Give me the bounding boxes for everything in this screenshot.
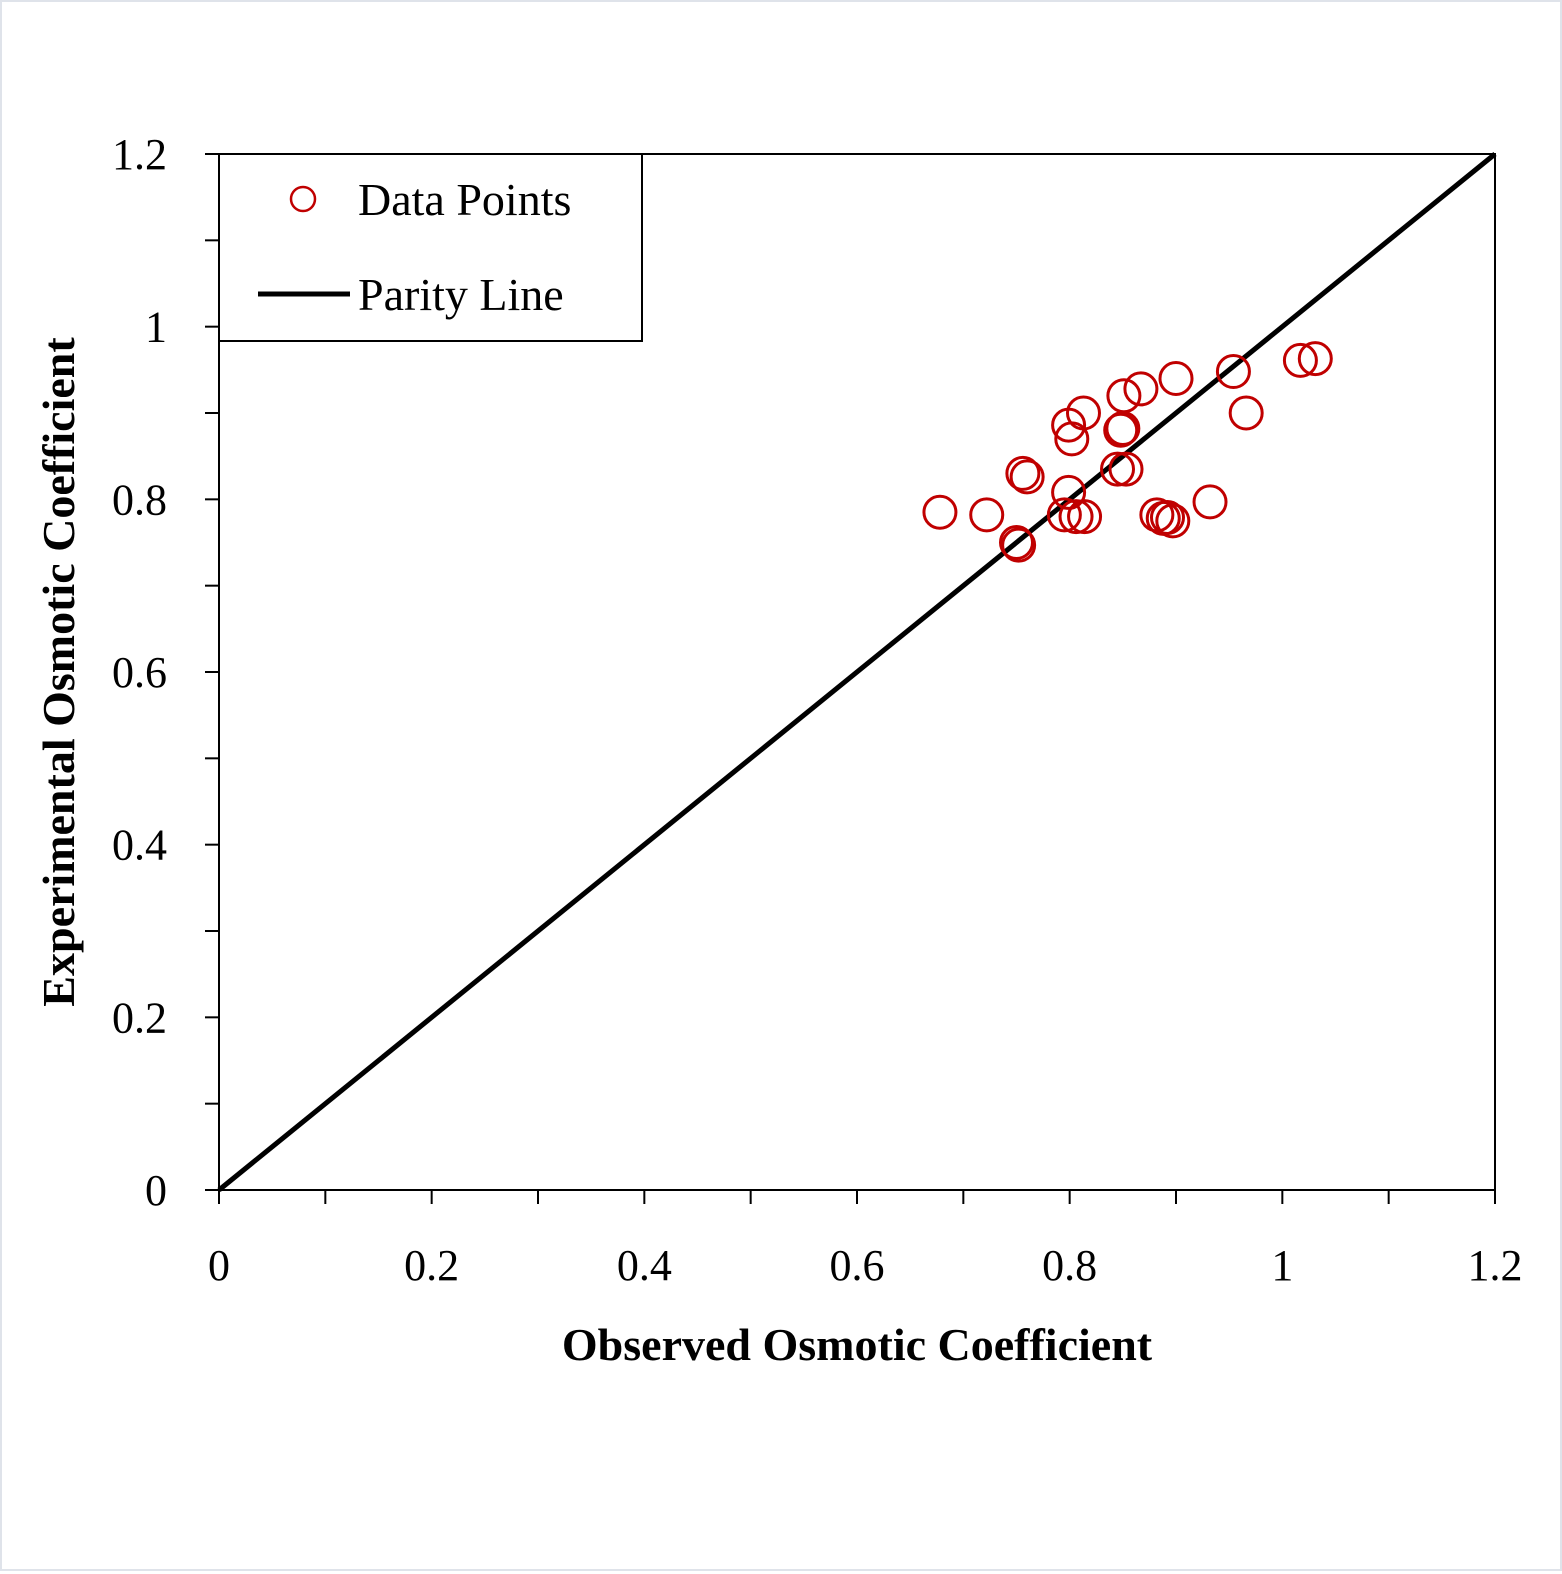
data-point: [1106, 378, 1142, 414]
data-point: [1051, 474, 1087, 510]
legend: Data Points Parity Line: [218, 153, 643, 342]
x-tick-label: 0.8: [1042, 1241, 1097, 1290]
data-point: [1282, 342, 1318, 378]
y-axis-title: Experimental Osmotic Coefficient: [33, 337, 84, 1007]
data-point: [1297, 341, 1333, 377]
data-point: [1067, 499, 1103, 535]
data-point: [1046, 497, 1082, 533]
plot-area: [217, 152, 1497, 1192]
x-axis-title: Observed Osmotic Coefficient: [562, 1319, 1153, 1370]
x-tick-label: 1.2: [1468, 1241, 1523, 1290]
x-tick-label: 1: [1271, 1241, 1293, 1290]
data-point: [1192, 484, 1228, 520]
data-point: [1009, 459, 1045, 495]
data-point: [922, 494, 958, 530]
data-point: [1123, 371, 1159, 407]
data-point: [1108, 451, 1144, 487]
y-tick-label: 0.8: [112, 475, 167, 524]
data-point: [1158, 360, 1194, 396]
legend-label-parity-line: Parity Line: [358, 269, 564, 320]
y-tick-label: 0.4: [112, 821, 167, 870]
data-point: [1103, 412, 1139, 448]
parity-line: [217, 152, 1497, 1192]
data-point: [1065, 395, 1101, 431]
y-tick-label: 1: [145, 303, 167, 352]
y-tick-label: 1.2: [112, 130, 167, 179]
axes: 0 0.2 0.4 0.6 0.8 1 1.2 0 0.2 0.4 0.6 0.8 1 1.2: [112, 130, 1523, 1290]
legend-label-data-points: Data Points: [358, 174, 571, 225]
data-point: [969, 497, 1005, 533]
data-point: [1001, 527, 1037, 563]
data-point: [1155, 503, 1191, 539]
x-tick-label: 0.4: [617, 1241, 672, 1290]
data-point: [1058, 499, 1094, 535]
data-point: [1149, 499, 1185, 535]
x-tick-label: 0.2: [404, 1241, 459, 1290]
data-point: [1100, 451, 1136, 487]
data-point: [1228, 395, 1264, 431]
data-point: [999, 525, 1034, 560]
x-tick-label: 0: [208, 1241, 230, 1290]
legend-marker-data-points: [289, 185, 317, 213]
x-tick-label: 0.6: [830, 1241, 885, 1290]
y-tick-label: 0: [145, 1166, 167, 1215]
data-point: [1215, 354, 1251, 390]
data-point: [1105, 411, 1141, 447]
y-tick-label: 0.2: [112, 993, 167, 1042]
data-point: [1005, 455, 1041, 491]
legend-box: [218, 153, 643, 342]
y-tick-label: 0.6: [112, 648, 167, 697]
